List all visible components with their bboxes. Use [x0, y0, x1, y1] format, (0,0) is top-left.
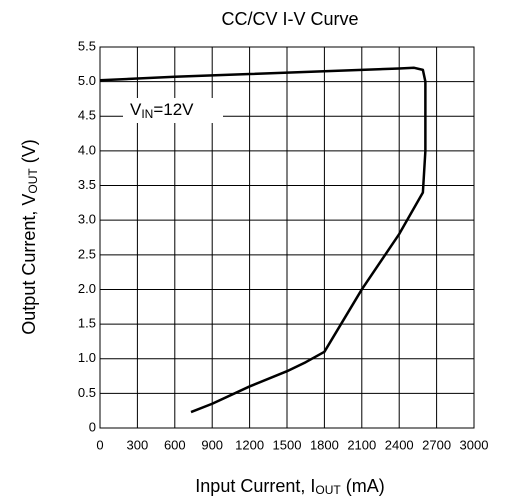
y-label-sub: OUT: [26, 168, 40, 194]
y-tick-label: 4.5: [78, 108, 96, 123]
x-tick-label: 2400: [385, 437, 414, 452]
chart-title: CC/CV I-V Curve: [221, 9, 358, 29]
x-label-text: Input Current, I: [195, 476, 315, 496]
x-axis-label: Input Current, IOUT (mA): [195, 476, 384, 497]
y-tick-label: 2.5: [78, 246, 96, 261]
annotation-box: [123, 98, 223, 123]
annotation-text: V: [130, 100, 142, 119]
x-label-sub: OUT: [315, 483, 341, 497]
y-tick-label: 0.5: [78, 385, 96, 400]
x-tick-label: 1800: [310, 437, 339, 452]
y-tick-label: 1.0: [78, 350, 96, 365]
annotation: VIN=12V: [130, 100, 194, 121]
x-tick-label: 0: [96, 437, 103, 452]
x-tick-label: 3000: [460, 437, 489, 452]
y-axis-label: Output Current, VOUT (V): [19, 139, 40, 334]
y-tick-label: 3.0: [78, 212, 96, 227]
y-tick-label: 4.0: [78, 142, 96, 157]
x-tick-label: 300: [127, 437, 149, 452]
y-tick-label: 5.5: [78, 38, 96, 53]
x-tick-label: 600: [164, 437, 186, 452]
y-tick-label: 2.0: [78, 281, 96, 296]
data-line: [99, 66, 427, 414]
x-tick-label: 900: [201, 437, 223, 452]
y-tick-label: 1.5: [78, 316, 96, 331]
x-tick-label: 2100: [347, 437, 376, 452]
x-tick-label: 1200: [235, 437, 264, 452]
x-tick-label: 1500: [273, 437, 302, 452]
annotation-text: =12V: [153, 100, 194, 119]
y-tick-label: 0: [89, 419, 96, 434]
plot-frame: [99, 46, 475, 429]
y-label-text: Output Current, V: [19, 194, 39, 335]
x-tick-label: 2700: [422, 437, 451, 452]
annotation-sub: IN: [141, 107, 153, 121]
x-label-text: (mA): [341, 476, 385, 496]
y-label-text: (V): [19, 139, 39, 168]
y-tick-label: 3.5: [78, 177, 96, 192]
y-tick-label: 5.0: [78, 73, 96, 88]
